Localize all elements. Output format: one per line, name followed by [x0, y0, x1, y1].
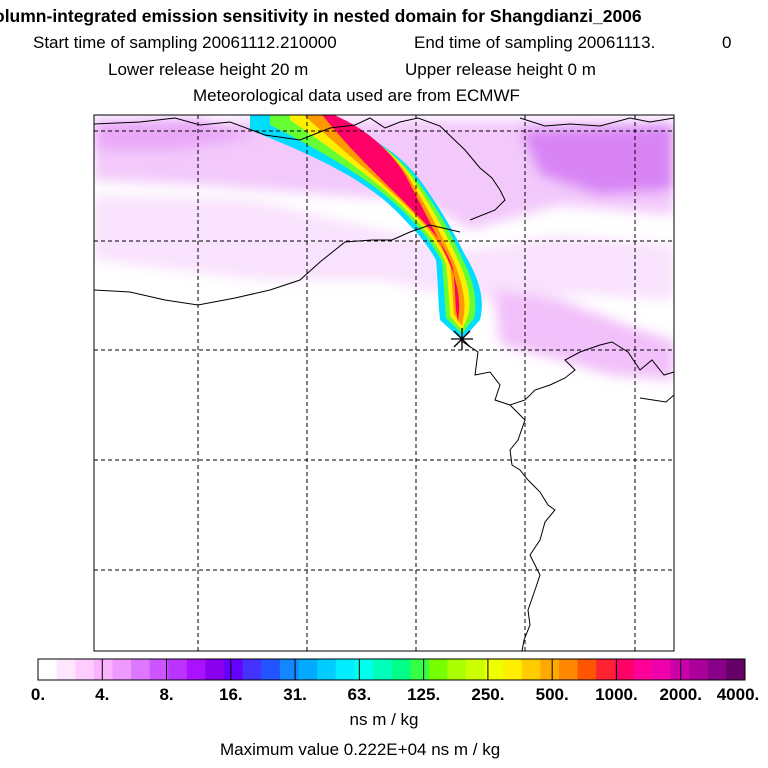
colorbar-swatch [410, 659, 430, 680]
colorbar-swatch [131, 659, 151, 680]
colorbar-tick-label: 0. [30, 685, 46, 704]
colorbar-swatch [689, 659, 709, 680]
colorbar-swatch [558, 659, 579, 680]
colorbar-swatch [484, 659, 504, 680]
upper-release-height: Upper release height 0 m [405, 60, 596, 79]
colorbar-swatch [38, 659, 58, 680]
colorbar-tick-label: 31. [283, 685, 307, 704]
colorbar-swatch [149, 659, 169, 680]
colorbar-swatch [205, 659, 225, 680]
colorbar-units: ns m / kg [349, 710, 419, 729]
lower-release-height: Lower release height 20 m [108, 60, 309, 79]
end-time-suffix: 0 [722, 33, 732, 52]
colorbar-swatch [75, 659, 95, 680]
map-frame [93, 114, 675, 652]
colorbar-swatch [670, 659, 690, 680]
maximum-value: Maximum value 0.222E+04 ns m / kg [220, 740, 501, 759]
colorbar-swatch [707, 659, 727, 680]
colorbar-swatch [56, 659, 76, 680]
colorbar [37, 658, 746, 681]
colorbar-swatch [317, 659, 337, 680]
country-borders [94, 117, 674, 651]
colorbar-tick-label: 250. [471, 685, 505, 704]
colorbar-swatch [372, 659, 392, 680]
colorbar-swatch [651, 659, 672, 680]
emission-plume [250, 115, 482, 340]
colorbar-swatch [614, 659, 634, 680]
colorbar-swatch [224, 659, 244, 680]
colorbar-swatch [168, 659, 188, 680]
colorbar-tick-label: 63. [347, 685, 372, 704]
colorbar-swatch [261, 659, 281, 680]
colorbar-swatch [391, 659, 411, 680]
release-site-star-icon [451, 328, 473, 350]
colorbar-swatch [242, 659, 262, 680]
colorbar-swatch [298, 659, 318, 680]
met-data-source: Meteorological data used are from ECMWF [193, 86, 520, 105]
colorbar-swatch [335, 659, 355, 680]
background-sensitivity [94, 118, 674, 380]
colorbar-swatch [465, 659, 486, 680]
lat-lon-grid [94, 115, 674, 651]
colorbar-tick-label: 125. [407, 685, 441, 704]
colorbar-frame [37, 658, 746, 681]
colorbar-swatch [726, 659, 746, 680]
colorbar-swatch [447, 659, 467, 680]
colorbar-swatch [186, 659, 206, 680]
colorbar-tick-label: 4000. [716, 685, 760, 704]
start-time-label: Start time of sampling 20061112.210000 [33, 33, 337, 52]
colorbar-swatch [428, 659, 448, 680]
colorbar-swatch [503, 659, 523, 680]
colorbar-tick-label: 500. [535, 685, 569, 704]
sensitivity-field [94, 115, 674, 380]
colorbar-swatch [354, 659, 374, 680]
map-title: olumn-integrated emission sensitivity in… [0, 6, 642, 26]
colorbar-tick-label: 4. [95, 685, 110, 704]
colorbar-swatch [93, 659, 113, 680]
colorbar-swatch [596, 659, 616, 680]
colorbar-swatch [633, 659, 653, 680]
colorbar-swatch [577, 659, 597, 680]
end-time-label: End time of sampling 20061113. [414, 33, 656, 52]
colorbar-tick-label: 1000. [595, 685, 638, 704]
colorbar-swatch [112, 659, 132, 680]
colorbar-swatch [540, 659, 560, 680]
colorbar-swatch [279, 659, 299, 680]
colorbar-tick-label: 8. [159, 685, 174, 704]
colorbar-swatch [521, 659, 541, 680]
colorbar-tick-label: 2000. [659, 685, 702, 704]
colorbar-tick-label: 16. [218, 685, 243, 704]
